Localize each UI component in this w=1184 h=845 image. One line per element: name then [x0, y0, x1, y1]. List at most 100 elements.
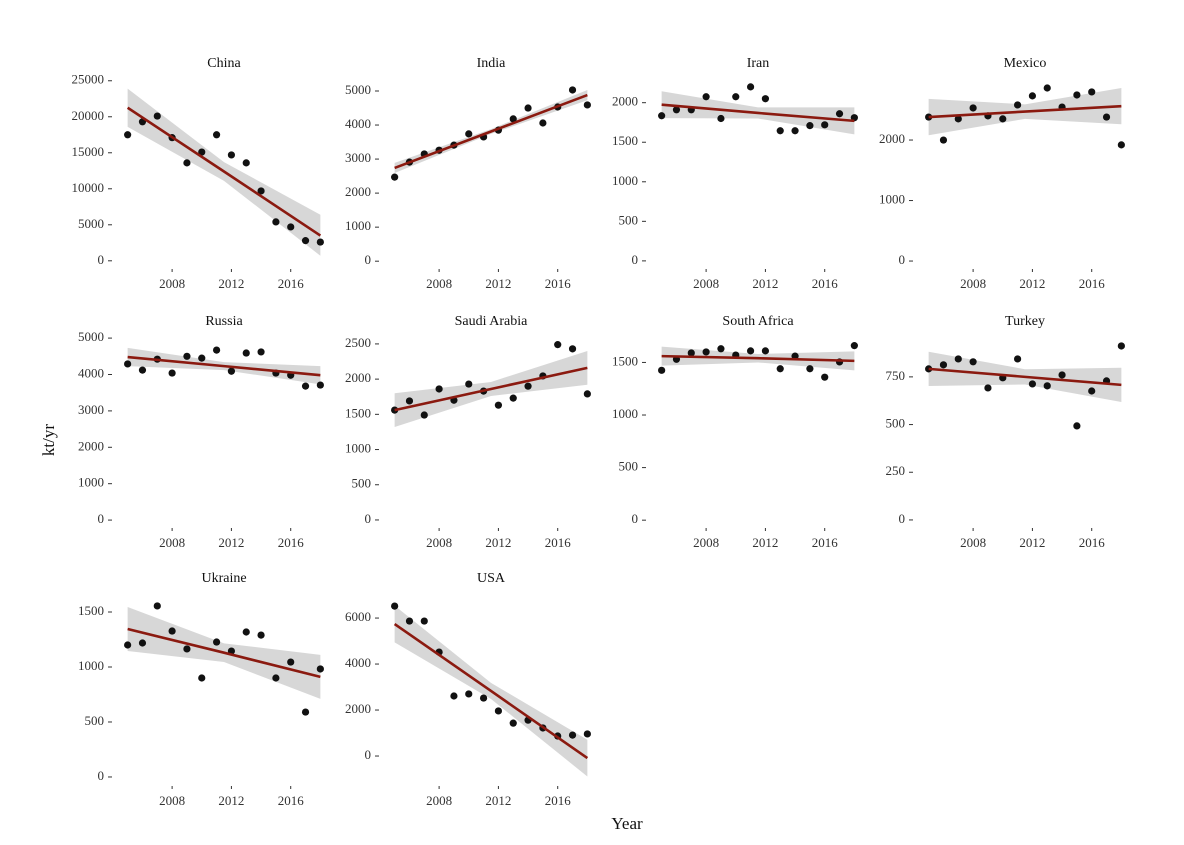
point — [939, 361, 948, 369]
point — [687, 349, 695, 357]
x-tick-label: 2008 — [426, 535, 452, 550]
x-tick-label: 2016 — [278, 276, 305, 291]
y-tick-label: 0 — [632, 252, 639, 267]
point — [658, 366, 666, 374]
point — [821, 373, 829, 381]
y-tick-label: 1000 — [612, 406, 638, 421]
y-tick-label: 2000 — [78, 438, 104, 453]
y-tick-label: 4000 — [345, 655, 371, 670]
x-tick-label: 2016 — [1079, 276, 1106, 291]
point — [405, 397, 414, 405]
point — [1088, 88, 1096, 96]
y-tick-label: 1000 — [345, 441, 371, 456]
trend-line — [394, 366, 588, 412]
y-tick-label: 2000 — [345, 701, 371, 716]
panel-title: Iran — [747, 56, 770, 71]
point — [1058, 371, 1066, 379]
y-tick-label: 10000 — [72, 180, 105, 195]
y-tick-label: 1500 — [345, 405, 371, 420]
trend-line — [394, 93, 588, 170]
y-tick-label: 3000 — [78, 402, 104, 417]
x-tick-label: 2008 — [693, 535, 719, 550]
point — [450, 692, 458, 700]
y-tick-label: 0 — [365, 252, 372, 267]
point — [776, 127, 784, 135]
point — [746, 347, 755, 355]
y-tick-label: 1500 — [612, 133, 638, 148]
x-tick-label: 2008 — [426, 793, 452, 808]
x-tick-label: 2016 — [278, 535, 305, 550]
trend-line — [661, 354, 855, 363]
point — [702, 348, 710, 356]
y-tick-label: 0 — [365, 511, 372, 526]
point — [242, 628, 250, 636]
panel-title: China — [207, 56, 241, 71]
point — [984, 384, 992, 392]
point — [198, 354, 206, 362]
point — [658, 112, 666, 120]
point — [806, 122, 814, 130]
x-tick-label: 2008 — [693, 276, 719, 291]
point — [672, 106, 681, 114]
x-tick-label: 2012 — [752, 276, 778, 291]
point — [435, 385, 443, 393]
point — [168, 369, 176, 377]
y-tick-label: 500 — [352, 476, 372, 491]
trend-line — [661, 103, 855, 123]
trend-line — [127, 355, 321, 377]
point — [717, 345, 725, 353]
x-tick-label: 2008 — [960, 276, 986, 291]
point — [227, 151, 236, 159]
point — [806, 365, 814, 373]
x-tick-label: 2012 — [485, 535, 511, 550]
trend-line — [928, 104, 1122, 119]
trend-line — [126, 106, 322, 237]
point — [465, 130, 473, 138]
point — [391, 173, 399, 181]
point — [717, 114, 725, 123]
y-axis-label: kt/yr — [39, 424, 58, 456]
y-tick-label: 0 — [365, 747, 372, 762]
x-tick-label: 2016 — [1079, 535, 1106, 550]
x-tick-label: 2008 — [159, 793, 185, 808]
x-tick-label: 2012 — [218, 276, 244, 291]
point — [301, 382, 310, 390]
point — [242, 159, 250, 167]
point — [183, 352, 191, 360]
point — [153, 602, 161, 610]
point — [494, 401, 503, 409]
point — [1028, 380, 1037, 388]
point — [509, 115, 517, 123]
point — [138, 366, 147, 374]
x-tick-label: 2012 — [218, 535, 244, 550]
y-tick-label: 500 — [85, 713, 105, 728]
trend-line — [928, 367, 1122, 387]
x-tick-label: 2012 — [752, 535, 778, 550]
y-tick-label: 2500 — [345, 335, 371, 350]
y-tick-label: 1000 — [345, 218, 371, 233]
point — [272, 674, 280, 682]
point — [583, 730, 591, 738]
point — [1073, 422, 1081, 430]
point — [124, 360, 132, 368]
x-tick-label: 2008 — [960, 535, 986, 550]
y-tick-label: 2000 — [612, 94, 638, 109]
point — [153, 112, 161, 120]
panel-title: Mexico — [1004, 56, 1047, 71]
y-tick-label: 0 — [98, 252, 105, 267]
point — [761, 95, 770, 103]
point — [479, 694, 488, 702]
x-tick-label: 2012 — [485, 276, 511, 291]
point — [257, 348, 265, 356]
point — [821, 121, 829, 129]
x-tick-label: 2016 — [812, 535, 839, 550]
y-tick-label: 500 — [619, 459, 639, 474]
y-tick-label: 0 — [98, 511, 105, 526]
point — [1013, 101, 1022, 109]
point — [1117, 141, 1125, 149]
y-tick-label: 0 — [899, 511, 906, 526]
x-tick-label: 2012 — [485, 793, 511, 808]
point — [124, 131, 132, 139]
